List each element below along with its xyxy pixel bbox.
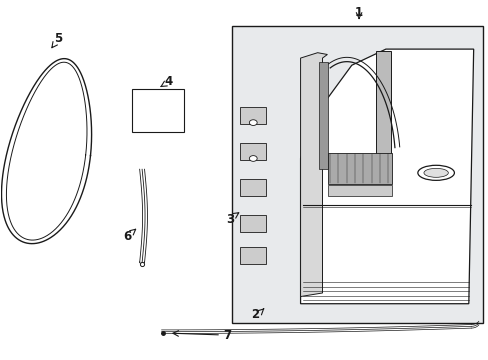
Polygon shape bbox=[300, 49, 473, 304]
Circle shape bbox=[249, 156, 257, 161]
Bar bbox=[239, 247, 266, 264]
Bar bbox=[375, 51, 390, 169]
Bar bbox=[232, 26, 483, 323]
Text: 5: 5 bbox=[54, 32, 62, 45]
Bar bbox=[239, 179, 266, 196]
Text: 7: 7 bbox=[223, 329, 231, 342]
Circle shape bbox=[249, 120, 257, 126]
Bar bbox=[132, 89, 183, 132]
Text: 6: 6 bbox=[123, 230, 131, 243]
Bar bbox=[328, 185, 391, 196]
Polygon shape bbox=[300, 53, 327, 297]
Bar bbox=[318, 62, 328, 169]
Bar bbox=[239, 215, 266, 232]
Bar bbox=[328, 153, 391, 184]
Text: 2: 2 bbox=[251, 308, 259, 321]
Ellipse shape bbox=[417, 165, 453, 180]
Bar bbox=[239, 107, 266, 125]
Text: 4: 4 bbox=[164, 75, 173, 88]
Text: 1: 1 bbox=[354, 6, 363, 19]
Text: 3: 3 bbox=[225, 213, 233, 226]
Ellipse shape bbox=[423, 168, 447, 177]
Bar bbox=[239, 143, 266, 160]
